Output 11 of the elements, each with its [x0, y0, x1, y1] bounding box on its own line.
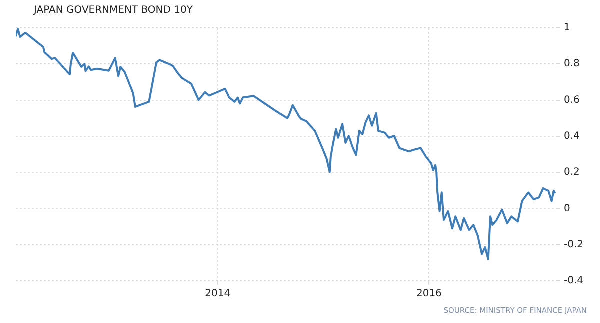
y-tick-label: 0 [564, 203, 570, 214]
y-tick-label: 0.4 [564, 131, 580, 142]
y-tick-label: -0.2 [564, 239, 584, 250]
y-tick-label: 1 [564, 22, 570, 34]
y-tick-label: 0.6 [564, 94, 580, 106]
x-tick-label: 2014 [205, 288, 231, 300]
chart-title: JAPAN GOVERNMENT BOND 10Y [34, 5, 193, 16]
y-tick-label: -0.4 [564, 276, 584, 287]
y-tick-label: 0.8 [564, 58, 580, 70]
y-tick-label: 0.2 [564, 167, 580, 178]
x-tick-label: 2016 [416, 288, 442, 300]
